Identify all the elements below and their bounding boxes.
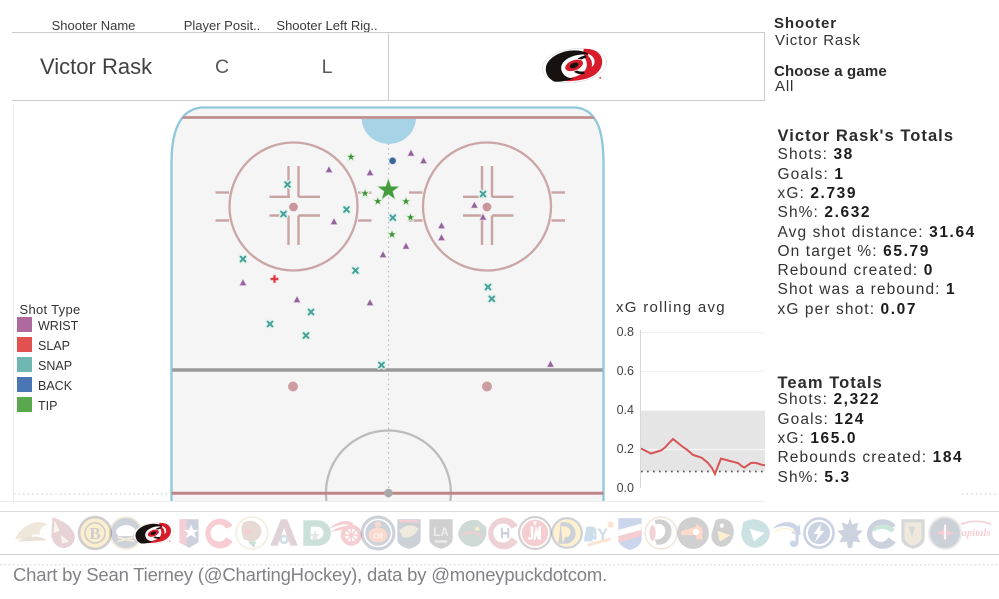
svg-text:B: B [89,524,100,543]
svg-text:apitals: apitals [962,528,991,539]
svg-text:LA: LA [433,526,449,539]
svg-text:Oil: Oil [373,531,382,540]
svg-text:NY: NY [586,526,608,543]
